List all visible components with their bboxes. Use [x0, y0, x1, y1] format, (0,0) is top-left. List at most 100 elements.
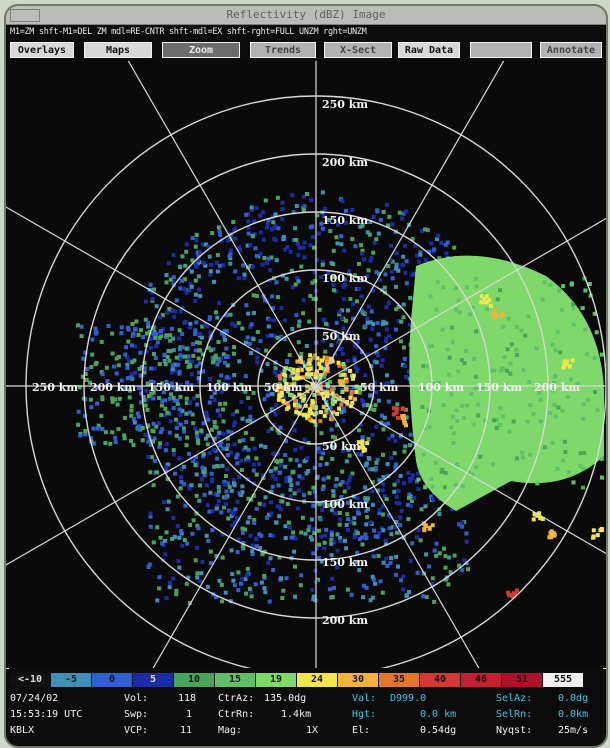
toolbar-button-zoom[interactable]: Zoom — [162, 42, 240, 58]
echo-pixel — [184, 401, 189, 406]
echo-pixel — [347, 402, 352, 407]
echo-pixel — [357, 261, 361, 266]
echo-pixel — [333, 483, 338, 488]
echo-pixel — [337, 510, 342, 515]
echo-pixel — [374, 270, 379, 275]
window-titlebar[interactable]: Reflectivity (dBZ) Image — [6, 6, 606, 25]
echo-pixel — [133, 344, 137, 349]
echo-pixel — [187, 400, 192, 405]
echo-pixel — [119, 331, 124, 336]
echo-pixel — [368, 520, 373, 525]
toolbar-button-blank[interactable] — [470, 42, 532, 58]
echo-pixel — [386, 421, 391, 426]
echo-pixel — [562, 363, 567, 368]
echo-pixel — [407, 589, 411, 594]
echo-pixel — [79, 324, 84, 329]
echo-pixel — [360, 535, 364, 540]
echo-pixel — [312, 419, 317, 424]
echo-pixel — [307, 361, 312, 366]
echo-pixel — [443, 565, 448, 570]
echo-pixel — [374, 460, 379, 465]
nyqst-value: 25m/s — [558, 725, 589, 736]
echo-pixel — [330, 457, 335, 461]
echo-pixel — [298, 400, 303, 405]
echo-pixel — [177, 407, 182, 412]
echo-pixel — [383, 538, 388, 543]
echo-pixel — [317, 528, 321, 533]
echo-pixel — [476, 413, 481, 418]
echo-pixel — [131, 331, 136, 336]
toolbar-button-overlays[interactable]: Overlays — [10, 42, 74, 58]
echo-pixel — [322, 540, 327, 545]
echo-pixel — [320, 262, 325, 267]
echo-pixel — [280, 499, 285, 504]
echo-pixel — [454, 408, 459, 413]
echo-pixel — [172, 314, 176, 319]
echo-pixel — [184, 346, 189, 351]
echo-pixel — [362, 257, 366, 262]
echo-pixel — [407, 322, 412, 327]
echo-pixel — [202, 492, 207, 497]
echo-pixel — [234, 455, 239, 460]
echo-pixel — [310, 537, 314, 542]
echo-pixel — [270, 484, 275, 489]
echo-pixel — [339, 242, 344, 247]
echo-pixel — [336, 347, 341, 351]
echo-pixel — [235, 499, 240, 504]
echo-pixel — [378, 217, 383, 222]
echo-pixel — [178, 345, 183, 350]
echo-pixel — [456, 298, 461, 303]
echo-pixel — [228, 312, 233, 317]
echo-pixel — [380, 321, 385, 326]
echo-pixel — [239, 382, 244, 387]
echo-pixel — [151, 352, 156, 356]
echo-pixel — [343, 220, 348, 225]
echo-pixel — [189, 269, 194, 274]
echo-pixel — [382, 494, 387, 499]
echo-pixel — [294, 409, 299, 414]
echo-pixel — [418, 538, 423, 543]
echo-pixel — [538, 419, 543, 424]
toolbar-button-annotate[interactable]: Annotate — [540, 42, 602, 58]
echo-pixel — [313, 279, 318, 284]
echo-pixel — [267, 512, 272, 517]
echo-pixel — [240, 326, 245, 331]
echo-pixel — [370, 467, 375, 472]
echo-pixel — [208, 561, 213, 566]
echo-pixel — [498, 406, 503, 411]
echo-pixel — [277, 431, 282, 435]
echo-pixel — [103, 430, 108, 435]
echo-pixel — [269, 511, 274, 516]
echo-pixel — [324, 461, 329, 466]
scale-cell: 10 — [174, 673, 214, 687]
echo-pixel — [551, 531, 556, 536]
echo-pixel — [358, 224, 363, 229]
echo-pixel — [562, 359, 567, 364]
echo-pixel — [345, 480, 350, 485]
echo-pixel — [231, 351, 236, 356]
echo-pixel — [222, 505, 227, 510]
echo-pixel — [508, 371, 513, 376]
echo-pixel — [370, 595, 375, 600]
echo-pixel — [182, 429, 187, 434]
ctraz-value: 135.0dg — [264, 693, 307, 704]
echo-pixel — [171, 280, 176, 285]
echo-pixel — [224, 489, 229, 494]
echo-pixel — [315, 474, 320, 479]
echo-pixel — [216, 379, 221, 384]
echo-pixel — [381, 427, 386, 432]
echo-pixel — [302, 437, 307, 442]
toolbar-button-raw-data[interactable]: Raw Data — [398, 42, 460, 58]
echo-pixel — [311, 597, 316, 602]
toolbar-button-maps[interactable]: Maps — [84, 42, 152, 58]
window-menu-button[interactable] — [10, 9, 40, 22]
echo-pixel — [321, 317, 326, 322]
toolbar-button-x-sect[interactable]: X-Sect — [324, 42, 392, 58]
echo-pixel — [261, 473, 265, 478]
toolbar-button-trends[interactable]: Trends — [250, 42, 316, 58]
echo-pixel — [318, 462, 323, 467]
echo-pixel — [308, 357, 313, 362]
echo-pixel — [394, 284, 398, 289]
echo-pixel — [376, 332, 381, 337]
